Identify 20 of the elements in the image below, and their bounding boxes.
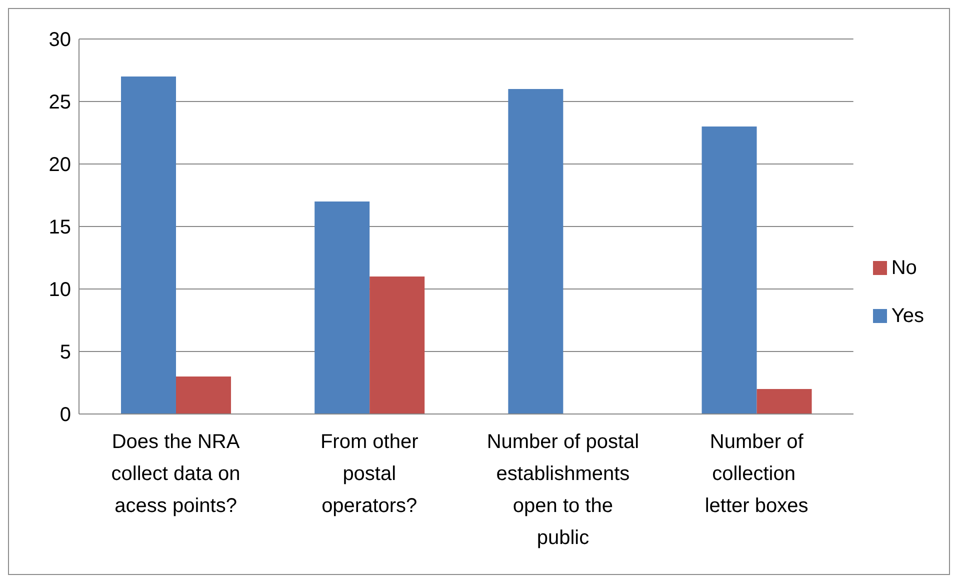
- y-tick-label: 30: [48, 29, 71, 52]
- x-tick-label: From other postal operators?: [320, 431, 419, 517]
- bar: [756, 389, 812, 414]
- bar: [176, 376, 231, 414]
- bar: [314, 202, 370, 414]
- y-tick-label: 10: [48, 279, 71, 302]
- x-tick-label: Number of collection letter boxes: [704, 431, 808, 517]
- legend-label: No: [891, 256, 917, 278]
- y-tick-label: 5: [60, 342, 71, 364]
- y-tick-label: 0: [60, 404, 71, 426]
- bar: [370, 276, 425, 414]
- bar: [508, 89, 564, 414]
- bar: [121, 76, 176, 414]
- y-tick-label: 20: [48, 154, 71, 176]
- x-tick-label: Number of postal establishments open to the public: [486, 431, 640, 549]
- y-tick-label: 25: [48, 92, 71, 114]
- y-tick-label: 15: [48, 216, 71, 239]
- bar: [702, 126, 757, 414]
- x-tick-label: Does the NRA collect data on acess points?: [111, 431, 240, 517]
- legend-label: Yes: [891, 304, 924, 326]
